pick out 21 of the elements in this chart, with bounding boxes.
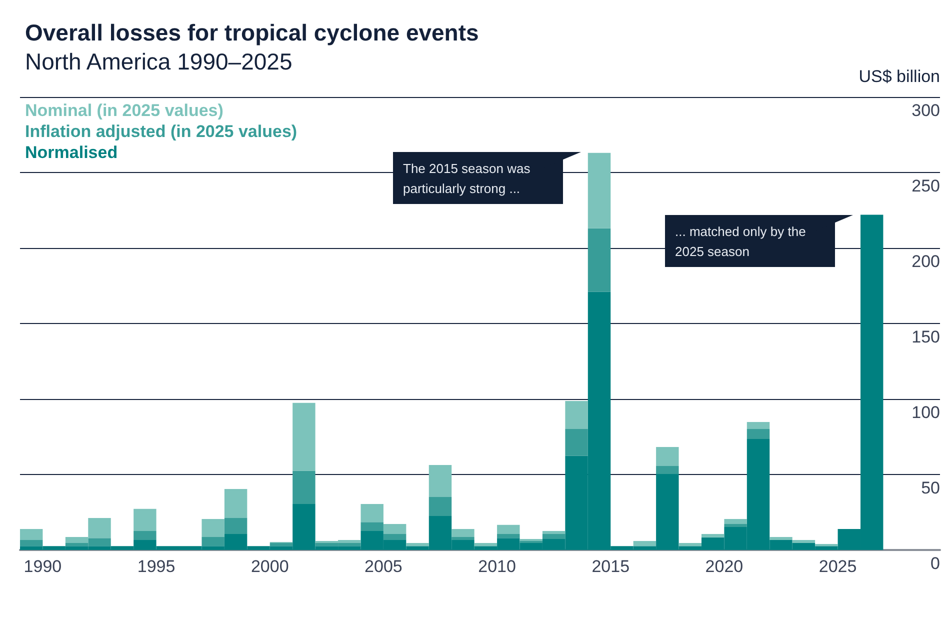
x-tick-label: 1990 xyxy=(24,557,62,576)
y-axis-title: US$ billion xyxy=(858,67,940,86)
x-tick-label: 2015 xyxy=(592,557,630,576)
y-tick-label: 150 xyxy=(912,328,940,346)
x-tick-label: 2000 xyxy=(250,557,289,576)
text: Inflation adjusted (in 2025 values) xyxy=(25,122,298,141)
y-tick-label: 50 xyxy=(921,478,940,498)
y-tick-label: 100 xyxy=(912,403,940,422)
x-tick-label: 2020 xyxy=(705,557,744,576)
x-tick-label: 1995 xyxy=(137,557,176,576)
chart-subtitle: North America 1990–2025 xyxy=(25,48,292,74)
x-tick-label: 2005 xyxy=(364,557,402,576)
text: Normalised xyxy=(25,143,118,162)
chart-title: Overall losses for tropical cyclone events xyxy=(25,20,479,46)
y-tick-label: 250 xyxy=(912,176,940,196)
x-tick-label: 2025 xyxy=(818,557,857,576)
y-tick-label: 0 xyxy=(930,554,940,573)
text: Nominal (in 2025 values) xyxy=(25,101,224,120)
x-tick-label: 2010 xyxy=(478,557,516,576)
y-tick-label: 200 xyxy=(912,252,940,271)
y-tick-label: 300 xyxy=(912,101,940,120)
